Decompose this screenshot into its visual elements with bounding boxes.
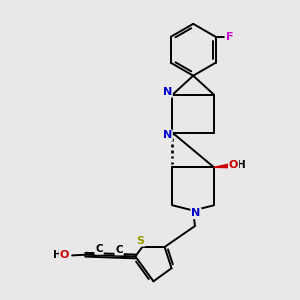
Text: C: C bbox=[115, 244, 123, 254]
Text: S: S bbox=[136, 236, 145, 246]
Text: O: O bbox=[60, 250, 69, 260]
Text: N: N bbox=[163, 87, 172, 97]
Text: C: C bbox=[95, 244, 103, 254]
Text: H: H bbox=[237, 160, 246, 170]
Text: O: O bbox=[229, 160, 238, 170]
Text: N: N bbox=[163, 130, 172, 140]
Text: F: F bbox=[226, 32, 233, 42]
Polygon shape bbox=[214, 163, 233, 168]
Text: N: N bbox=[191, 208, 201, 218]
Text: H: H bbox=[53, 250, 62, 260]
